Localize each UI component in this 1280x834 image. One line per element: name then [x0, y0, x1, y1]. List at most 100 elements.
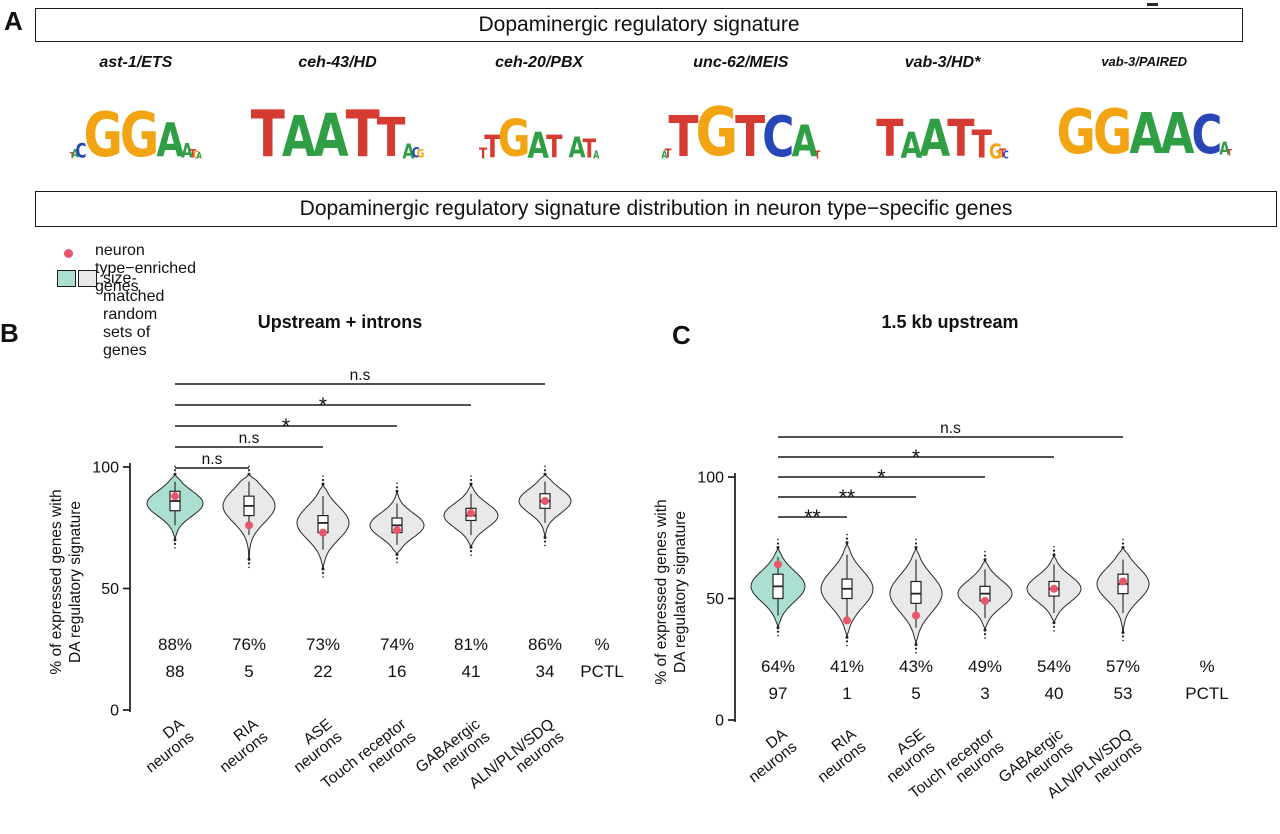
percent-row-legend: %: [594, 635, 609, 654]
percent-value: 76%: [232, 635, 266, 654]
logo-ast-1/ETS: ast-1/ETS T A C G G A A T G A: [35, 54, 237, 172]
logo-letter-T: T: [1227, 147, 1232, 158]
logo-letter-A: A: [527, 124, 550, 167]
pctl-value: 97: [769, 684, 788, 703]
tail-dot: [1052, 625, 1056, 628]
legend-enriched-dot: [64, 249, 73, 258]
logo-letter-G: G: [1092, 96, 1133, 168]
percent-value: 86%: [528, 635, 562, 654]
tail-dot: [174, 465, 176, 468]
logo-letter-A: A: [312, 101, 349, 171]
pctl-value: 40: [1045, 684, 1064, 703]
tail-dot: [1121, 631, 1125, 635]
enriched-gene-dot: [467, 509, 475, 518]
sig-label: *: [282, 415, 290, 438]
logo-letter-T: T: [69, 150, 75, 161]
tail-dot: [395, 552, 399, 556]
logo-letter-T: T: [668, 104, 699, 170]
tail-dot: [1053, 545, 1055, 548]
logo-letter-G: G: [416, 148, 425, 162]
sig-label: *: [877, 466, 885, 489]
logo-letter-T: T: [484, 129, 501, 166]
panel-a-label: A: [4, 6, 23, 36]
pctl-row-legend: PCTL: [1185, 684, 1228, 703]
category-label: RIAneurons: [805, 725, 870, 786]
pctl-value: 34: [536, 662, 555, 681]
logo-ceh-20/PBX: ceh-20/PBX T T G A T A T A: [438, 54, 640, 172]
logo-letter-A: A: [402, 138, 415, 164]
tail-dot: [915, 538, 917, 541]
logo-label: ceh-20/PBX: [495, 54, 584, 71]
tail-dot: [544, 465, 546, 468]
logo-letter-G: G: [83, 99, 123, 171]
pctl-value: 22: [314, 662, 333, 681]
tail-dot: [248, 566, 250, 569]
tail-dot: [173, 472, 177, 476]
tail-dot: [984, 637, 986, 639]
logo-letter-T: T: [971, 122, 992, 168]
sig-label: n.s: [350, 367, 371, 384]
percent-value: 73%: [306, 635, 340, 654]
logo-letter-T: T: [814, 149, 821, 161]
violin-Touch receptor: [957, 550, 1013, 639]
y-tick-label: 100: [697, 470, 724, 487]
tail-dot: [1052, 621, 1056, 625]
tail-dot: [983, 628, 987, 632]
panel-b-chart: 0 50 100 % of expressed genes with DA regula…: [48, 367, 624, 792]
tail-dot: [846, 644, 848, 647]
percent-value: 88%: [158, 635, 192, 654]
logo-letter-A: A: [1160, 101, 1195, 167]
tail-dot: [983, 632, 987, 636]
logo-letter-C: C: [762, 104, 795, 170]
pctl-row-legend: PCTL: [580, 662, 623, 681]
tail-dot: [470, 554, 472, 556]
enriched-gene-dot: [981, 596, 989, 605]
logo-letter-G: G: [695, 95, 739, 173]
tail-dot: [776, 545, 780, 549]
percent-value: 49%: [968, 657, 1002, 676]
logo-letter-G: G: [497, 109, 531, 169]
logo-letter-T: T: [189, 148, 196, 162]
legend-teal-swatch: [57, 270, 76, 287]
logo-letter-C: C: [75, 139, 87, 163]
y-axis-title: DA regulatory signature: [67, 501, 84, 663]
pctl-value: 53: [1114, 684, 1133, 703]
tail-dot: [544, 544, 546, 547]
sig-label: *: [319, 394, 327, 417]
tail-dot: [983, 554, 987, 557]
enriched-gene-dot: [843, 616, 851, 625]
logo-letter-T: T: [947, 109, 975, 169]
category-label: DAneurons: [133, 715, 198, 776]
logo-letter-C: C: [411, 145, 420, 162]
logo-letter-A: A: [661, 149, 668, 161]
logo-letter-A: A: [1129, 101, 1164, 167]
panel-c-title: 1.5 kb upstream: [881, 312, 1019, 332]
tail-dot: [543, 540, 547, 543]
panel-c-chart: 0 50 100 % of expressed genes with DA regula…: [653, 420, 1229, 802]
logo-vab-3/HD*: vab-3/HD* T A A T T G T C: [842, 54, 1044, 172]
logo-label: vab-3/PAIRED: [1101, 54, 1188, 69]
percent-value: 43%: [899, 657, 933, 676]
category-label: DAneurons: [736, 725, 801, 786]
tail-dot: [543, 469, 547, 472]
tail-dot: [395, 486, 399, 489]
tail-dot: [396, 561, 398, 564]
panel-c-label: C: [672, 320, 691, 350]
violin-ASE: [889, 538, 943, 654]
category-label: RIAneurons: [207, 715, 272, 776]
violin-RIA: [820, 533, 874, 647]
tail-dot: [173, 542, 177, 545]
logo-letter-T: T: [664, 147, 672, 162]
tail-dot: [248, 465, 250, 468]
enriched-gene-dot: [319, 528, 327, 537]
tail-dot: [776, 630, 780, 633]
logo-letter-C: C: [1191, 103, 1223, 167]
violin-ASE: [296, 475, 350, 578]
tail-dot: [845, 541, 849, 545]
sig-label: n.s: [202, 451, 223, 468]
violin-DA: [146, 465, 204, 549]
percent-value: 54%: [1037, 657, 1071, 676]
